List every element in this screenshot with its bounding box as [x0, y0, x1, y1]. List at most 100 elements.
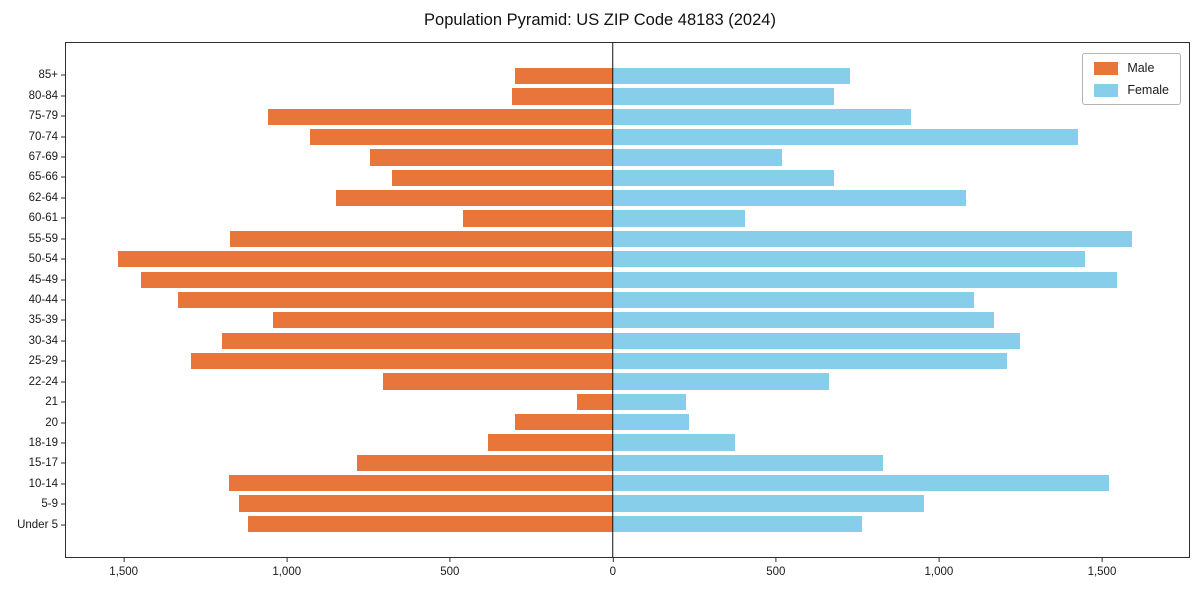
x-tick-label: 1,000 — [924, 566, 954, 578]
y-tick-label: 50-54 — [28, 253, 58, 266]
male-swatch — [1094, 61, 1119, 75]
female-bar — [612, 88, 835, 105]
male-bar — [178, 291, 613, 309]
male-bar — [383, 373, 613, 390]
y-tick-label: 30-34 — [28, 334, 58, 347]
y-tick-mark — [61, 381, 65, 383]
y-tick-mark — [61, 524, 65, 526]
y-tick-label: 5-9 — [41, 498, 58, 511]
y-tick-label: 70-74 — [28, 130, 58, 143]
male-bar — [230, 230, 613, 248]
female-bar — [612, 454, 883, 471]
female-bar — [612, 210, 745, 227]
female-bar — [612, 332, 1020, 349]
male-bar — [391, 169, 613, 187]
male-bar — [222, 332, 613, 349]
y-tick-mark — [61, 442, 65, 444]
y-tick-mark — [61, 176, 65, 178]
male-bar — [463, 210, 613, 227]
y-tick-mark — [61, 74, 65, 76]
legend-item-male: Male — [1094, 61, 1169, 75]
chart-title: Population Pyramid: US ZIP Code 48183 (2… — [424, 11, 776, 29]
x-axis: 1,500 1,000 500 0 500 1,000 1,500 — [65, 558, 1190, 590]
male-bar — [310, 129, 613, 146]
y-tick-mark — [61, 401, 65, 403]
x-tick-label: 1,000 — [272, 566, 302, 578]
female-bar — [612, 129, 1079, 146]
y-tick-label: 25-29 — [28, 355, 58, 368]
y-tick-label: 35-39 — [28, 314, 58, 327]
legend-label-male: Male — [1127, 61, 1155, 75]
y-tick-mark — [61, 319, 65, 321]
zero-axis-line — [612, 43, 614, 557]
y-tick-mark — [61, 503, 65, 505]
male-bar — [267, 108, 613, 125]
y-tick-label: 85+ — [38, 69, 58, 82]
y-tick-label: 21 — [45, 396, 58, 409]
y-tick-mark — [61, 462, 65, 464]
y-tick-label: 20 — [45, 416, 58, 429]
y-tick-mark — [61, 279, 65, 281]
x-tick-mark — [612, 558, 614, 562]
y-tick-label: 55-59 — [28, 232, 58, 245]
female-bar — [612, 251, 1085, 268]
y-tick-mark — [61, 197, 65, 199]
y-tick-mark — [61, 136, 65, 138]
female-bar — [612, 149, 783, 166]
male-bar — [487, 434, 613, 451]
male-bar — [515, 68, 613, 85]
x-tick: 1,000 — [272, 558, 301, 578]
female-bar — [612, 352, 1007, 370]
male-bar — [191, 352, 613, 370]
x-tick-mark — [775, 558, 777, 562]
female-bar — [612, 169, 835, 187]
x-tick: 0 — [610, 558, 616, 578]
male-bar — [511, 88, 613, 105]
x-tick: 500 — [440, 558, 459, 578]
female-bar — [612, 495, 924, 512]
legend: Male Female — [1082, 53, 1181, 105]
male-bar — [336, 190, 613, 207]
y-tick-label: 40-44 — [28, 294, 58, 306]
female-bar — [612, 515, 862, 532]
legend-label-female: Female — [1127, 83, 1169, 97]
y-tick-label: 45-49 — [28, 273, 58, 286]
x-tick-mark — [123, 558, 125, 562]
y-tick-label: 15-17 — [28, 457, 58, 470]
y-tick-label: 67-69 — [28, 150, 58, 163]
x-tick-label: 500 — [766, 566, 786, 578]
male-bar — [140, 271, 613, 288]
y-tick-mark — [61, 299, 65, 301]
y-tick-mark — [61, 340, 65, 342]
x-tick-mark — [449, 558, 451, 562]
male-bar — [370, 149, 613, 166]
x-tick-label: 1,500 — [109, 566, 139, 578]
y-tick-mark — [61, 258, 65, 260]
female-bar — [612, 373, 830, 390]
y-tick-mark — [61, 95, 65, 97]
female-swatch — [1094, 83, 1119, 97]
x-tick: 500 — [766, 558, 785, 578]
x-tick-label: 500 — [440, 566, 460, 578]
male-bar — [118, 251, 613, 268]
x-tick-mark — [1101, 558, 1103, 562]
female-bar — [612, 108, 911, 125]
legend-item-female: Female — [1094, 83, 1169, 97]
y-tick-mark — [61, 115, 65, 117]
y-tick-label: 22-24 — [28, 375, 58, 388]
y-tick-label: 62-64 — [28, 191, 58, 204]
female-bar — [612, 413, 690, 431]
y-tick-label: 80-84 — [28, 89, 58, 102]
female-bar — [612, 474, 1110, 492]
y-tick-label: 75-79 — [28, 110, 58, 123]
female-bar — [612, 230, 1133, 248]
female-bar — [612, 291, 975, 309]
y-tick-label: 10-14 — [28, 477, 58, 490]
y-axis-ticks — [61, 65, 65, 535]
plot-area: Male Female — [65, 42, 1190, 558]
male-bar — [238, 495, 613, 512]
female-bar — [612, 271, 1118, 288]
bars-layer — [66, 66, 1189, 534]
y-tick-mark — [61, 238, 65, 240]
y-tick-mark — [61, 360, 65, 362]
